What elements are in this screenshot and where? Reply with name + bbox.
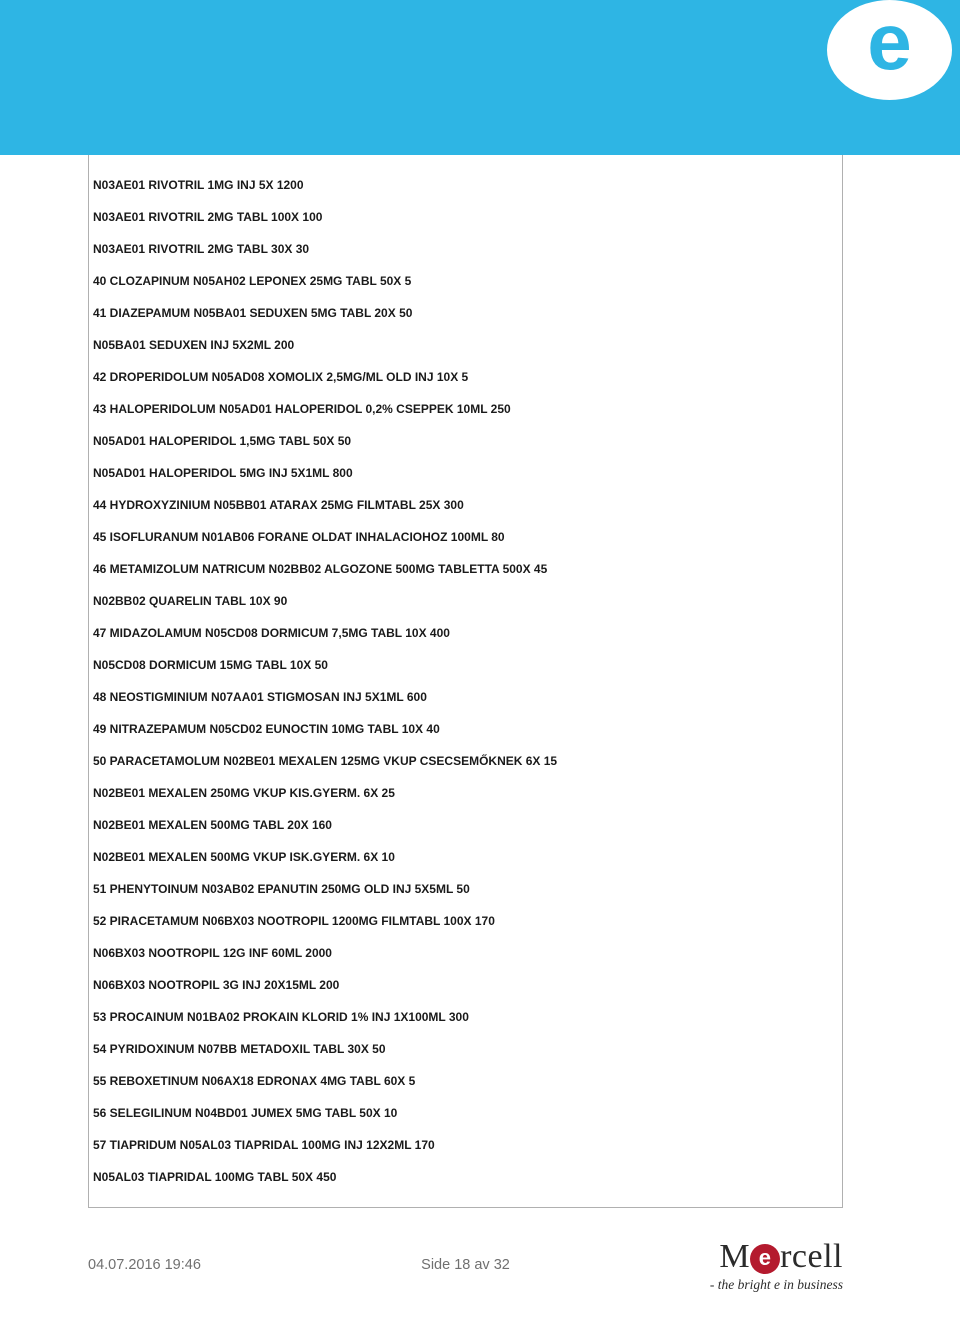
list-item: N02BE01 MEXALEN 250MG VKUP KIS.GYERM. 6X…	[93, 777, 838, 809]
list-item: 50 PARACETAMOLUM N02BE01 MEXALEN 125MG V…	[93, 745, 838, 777]
list-item: N02BB02 QUARELIN TABL 10X 90	[93, 585, 838, 617]
header-banner: e	[0, 0, 960, 155]
list-item: N03AE01 RIVOTRIL 1MG INJ 5X 1200	[93, 169, 838, 201]
logo-e-icon: e	[867, 2, 912, 82]
list-item: 55 REBOXETINUM N06AX18 EDRONAX 4MG TABL …	[93, 1065, 838, 1097]
list-item: 48 NEOSTIGMINIUM N07AA01 STIGMOSAN INJ 5…	[93, 681, 838, 713]
list-item: N03AE01 RIVOTRIL 2MG TABL 100X 100	[93, 201, 838, 233]
brand-prefix: M	[719, 1238, 750, 1275]
list-item: 46 METAMIZOLUM NATRICUM N02BB02 ALGOZONE…	[93, 553, 838, 585]
list-item: 42 DROPERIDOLUM N05AD08 XOMOLIX 2,5MG/ML…	[93, 361, 838, 393]
list-item: 53 PROCAINUM N01BA02 PROKAIN KLORID 1% I…	[93, 1001, 838, 1033]
footer-date: 04.07.2016 19:46	[88, 1257, 201, 1273]
list-item: 54 PYRIDOXINUM N07BB METADOXIL TABL 30X …	[93, 1033, 838, 1065]
list-item: N02BE01 MEXALEN 500MG VKUP ISK.GYERM. 6X…	[93, 841, 838, 873]
list-item: 45 ISOFLURANUM N01AB06 FORANE OLDAT INHA…	[93, 521, 838, 553]
list-item: N05AL03 TIAPRIDAL 100MG TABL 50X 450	[93, 1161, 838, 1193]
page-footer: 04.07.2016 19:46 Side 18 av 32 Mercell -…	[88, 1240, 843, 1292]
footer-brand-name: Mercell	[710, 1240, 843, 1274]
list-item: 51 PHENYTOINUM N03AB02 EPANUTIN 250MG OL…	[93, 873, 838, 905]
list-item: 40 CLOZAPINUM N05AH02 LEPONEX 25MG TABL …	[93, 265, 838, 297]
list-item: N05AD01 HALOPERIDOL 5MG INJ 5X1ML 800	[93, 457, 838, 489]
list-item: 43 HALOPERIDOLUM N05AD01 HALOPERIDOL 0,2…	[93, 393, 838, 425]
list-item: 56 SELEGILINUM N04BD01 JUMEX 5MG TABL 50…	[93, 1097, 838, 1129]
list-item: N03AE01 RIVOTRIL 2MG TABL 30X 30	[93, 233, 838, 265]
header-logo: e	[827, 0, 952, 100]
list-item: 41 DIAZEPAMUM N05BA01 SEDUXEN 5MG TABL 2…	[93, 297, 838, 329]
footer-page-number: Side 18 av 32	[421, 1257, 510, 1273]
list-item: 47 MIDAZOLAMUM N05CD08 DORMICUM 7,5MG TA…	[93, 617, 838, 649]
list-item: N06BX03 NOOTROPIL 12G INF 60ML 2000	[93, 937, 838, 969]
list-item: 44 HYDROXYZINIUM N05BB01 ATARAX 25MG FIL…	[93, 489, 838, 521]
document-body: N03AE01 RIVOTRIL 1MG INJ 5X 1200N03AE01 …	[88, 155, 843, 1208]
brand-suffix: rcell	[780, 1238, 843, 1275]
list-item: N05BA01 SEDUXEN INJ 5X2ML 200	[93, 329, 838, 361]
footer-tagline: - the bright e in business	[710, 1278, 843, 1292]
list-item: 49 NITRAZEPAMUM N05CD02 EUNOCTIN 10MG TA…	[93, 713, 838, 745]
list-item: N05CD08 DORMICUM 15MG TABL 10X 50	[93, 649, 838, 681]
list-item: N05AD01 HALOPERIDOL 1,5MG TABL 50X 50	[93, 425, 838, 457]
list-item: N02BE01 MEXALEN 500MG TABL 20X 160	[93, 809, 838, 841]
list-item: N06BX03 NOOTROPIL 3G INJ 20X15ML 200	[93, 969, 838, 1001]
list-item: 52 PIRACETAMUM N06BX03 NOOTROPIL 1200MG …	[93, 905, 838, 937]
list-item: 57 TIAPRIDUM N05AL03 TIAPRIDAL 100MG INJ…	[93, 1129, 838, 1161]
brand-accent-icon: e	[750, 1244, 780, 1274]
footer-brand-block: Mercell - the bright e in business	[710, 1240, 843, 1292]
